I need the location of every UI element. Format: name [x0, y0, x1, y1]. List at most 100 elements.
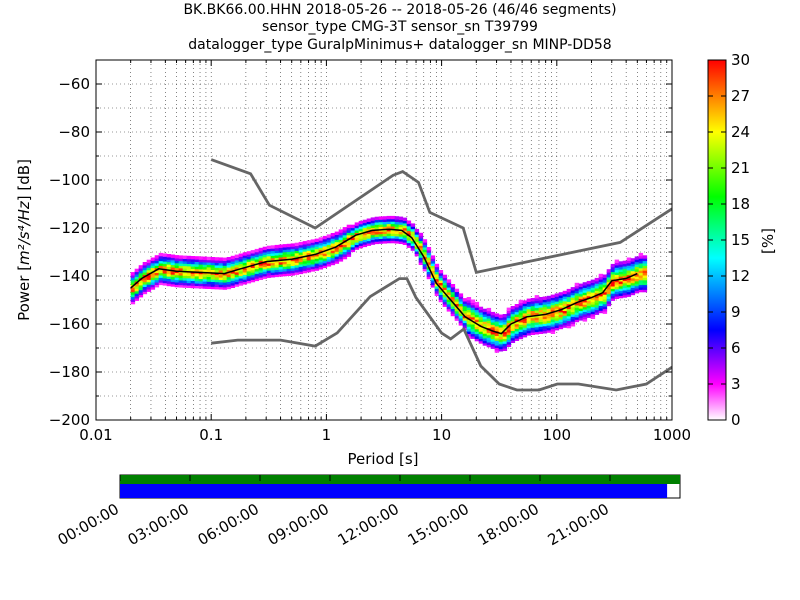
density-cell	[470, 325, 476, 330]
density-cell	[150, 271, 156, 276]
density-cell	[290, 253, 296, 257]
density-cell	[474, 306, 480, 311]
density-cell	[174, 274, 180, 278]
density-cell	[162, 282, 168, 286]
density-cell	[334, 236, 340, 240]
density-cell	[342, 246, 348, 250]
density-cell	[610, 263, 616, 268]
density-cell	[482, 335, 488, 339]
density-cell	[418, 254, 424, 258]
density-cell	[198, 275, 204, 279]
density-cell	[258, 269, 264, 273]
density-cell	[534, 311, 540, 316]
density-cell	[622, 289, 628, 293]
density-cell	[530, 312, 536, 316]
density-cell	[518, 335, 524, 340]
density-cell	[346, 251, 352, 255]
density-cell	[286, 251, 292, 255]
density-cell	[442, 281, 448, 286]
density-cell	[634, 278, 640, 282]
density-cell	[502, 345, 508, 349]
density-cell	[490, 319, 496, 323]
density-cell	[290, 243, 296, 247]
density-cell	[294, 271, 300, 275]
density-cell	[218, 262, 224, 266]
density-cell	[278, 270, 284, 275]
density-cell	[446, 298, 452, 302]
density-cell	[630, 275, 636, 279]
density-cell	[426, 251, 432, 256]
density-cell	[398, 235, 404, 240]
y-tick-label: −60	[58, 75, 90, 93]
density-cell	[446, 303, 452, 307]
density-cell	[566, 324, 572, 329]
density-cell	[202, 280, 208, 284]
density-cell	[594, 311, 600, 315]
density-cell	[242, 252, 248, 256]
colorbar-tick-label: 15	[731, 231, 750, 249]
density-cell	[246, 265, 252, 269]
density-cell	[326, 256, 332, 260]
density-cell	[446, 301, 452, 305]
density-cell	[478, 321, 484, 325]
density-cell	[494, 327, 500, 332]
density-cell	[258, 247, 264, 252]
density-cell	[438, 289, 444, 293]
density-cell	[318, 261, 324, 265]
density-cell	[430, 265, 436, 269]
density-cell	[454, 288, 460, 293]
density-cell	[522, 310, 528, 314]
density-cell	[322, 243, 328, 247]
density-cell	[218, 269, 224, 273]
density-cell	[602, 298, 608, 302]
density-cell	[246, 270, 252, 274]
density-cell	[394, 240, 400, 244]
density-cell	[426, 249, 432, 253]
density-cell	[226, 283, 232, 287]
density-cell	[322, 259, 328, 264]
density-cell	[218, 286, 224, 290]
density-cell	[190, 280, 196, 284]
density-cell	[286, 270, 292, 274]
density-cell	[582, 301, 588, 305]
density-cell	[302, 262, 308, 267]
density-cell	[582, 294, 588, 298]
density-cell	[418, 247, 424, 251]
density-cell	[606, 293, 612, 297]
density-cell	[490, 343, 496, 347]
density-cell	[338, 253, 344, 257]
density-cell	[446, 279, 452, 283]
density-cell	[438, 272, 444, 276]
density-cell	[266, 262, 272, 266]
density-cell	[338, 229, 344, 233]
density-cell	[246, 258, 252, 262]
density-cell	[510, 313, 516, 317]
density-cell	[470, 323, 476, 327]
density-cell	[418, 244, 424, 249]
density-cell	[326, 246, 332, 250]
density-cell	[150, 259, 156, 264]
density-cell	[138, 270, 144, 274]
density-cell	[498, 326, 504, 330]
density-cell	[450, 305, 456, 309]
density-cell	[514, 337, 520, 341]
density-cell	[478, 316, 484, 320]
density-cell	[282, 265, 288, 270]
density-cell	[378, 221, 384, 225]
density-cell	[302, 243, 308, 247]
density-cell	[430, 277, 436, 281]
density-cell	[438, 277, 444, 281]
density-cell	[146, 266, 152, 271]
density-cell	[266, 250, 272, 254]
density-cell	[310, 249, 316, 253]
density-cell	[626, 286, 632, 290]
density-cell	[274, 271, 280, 275]
density-cell	[154, 260, 160, 264]
density-cell	[558, 292, 564, 296]
density-cell	[290, 260, 296, 264]
density-cell	[394, 235, 400, 239]
density-cell	[606, 274, 612, 278]
density-cell	[606, 269, 612, 273]
density-cell	[422, 251, 428, 255]
density-cell	[558, 321, 564, 325]
